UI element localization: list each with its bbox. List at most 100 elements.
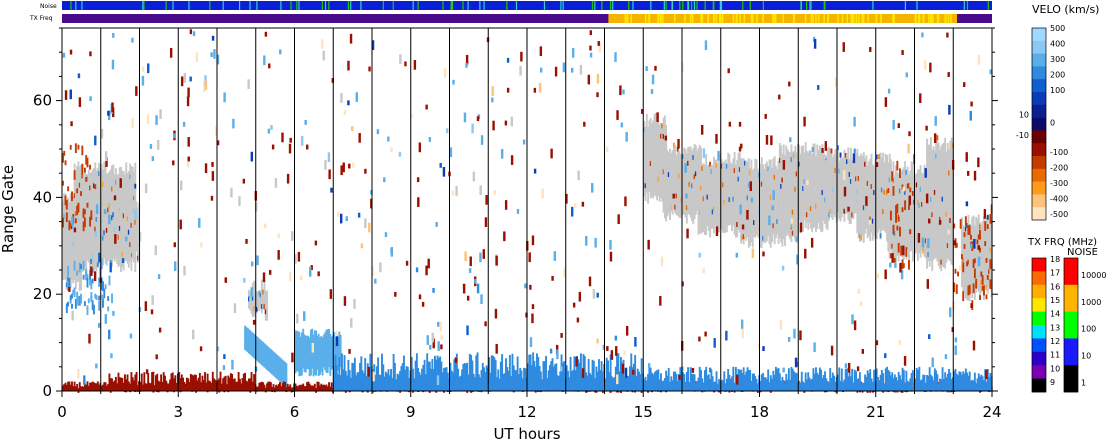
velocity-colorbar-cell	[1032, 92, 1046, 106]
echo-cell	[705, 366, 708, 391]
speckle-echo	[90, 266, 93, 277]
echo-cell	[258, 338, 261, 363]
speckle-echo	[898, 339, 902, 345]
speckle-echo	[368, 66, 371, 72]
echo-cell	[126, 374, 129, 391]
echo-cell	[226, 385, 228, 391]
ground-scatter-cell	[711, 164, 714, 229]
ground-scatter-cell	[755, 159, 758, 236]
echo-cell	[124, 374, 126, 391]
echo-cell	[738, 370, 741, 391]
echo-cell	[480, 370, 483, 391]
ground-scatter-cell	[645, 113, 648, 194]
echo-cell	[760, 374, 763, 391]
echo-cell	[197, 384, 200, 391]
speckle-echo	[632, 369, 635, 375]
speckle-echo	[520, 51, 523, 62]
echo-cell	[80, 264, 82, 270]
echo-cell	[114, 384, 117, 391]
speckle-echo	[93, 271, 97, 281]
echo-cell	[741, 373, 744, 391]
txfreq-strip-tick	[837, 14, 839, 23]
echo-cell	[348, 370, 351, 391]
echo-cell	[80, 191, 82, 197]
speckle-echo	[427, 258, 430, 269]
echo-cell	[569, 356, 572, 391]
echo-cell	[436, 355, 439, 391]
speckle-echo	[598, 42, 602, 53]
echo-cell	[542, 361, 545, 391]
ground-scatter-cell	[714, 159, 717, 226]
ground-scatter-echo	[121, 251, 124, 257]
echo-cell	[884, 368, 887, 391]
ground-scatter-cell	[759, 163, 762, 248]
ground-scatter-cell	[884, 153, 887, 233]
noise-strip-tick	[665, 1, 667, 10]
echo-cell	[747, 369, 750, 391]
echo-cell	[395, 379, 398, 391]
ground-scatter-echo	[657, 176, 660, 182]
ground-scatter-cell	[889, 163, 892, 250]
ground-scatter-echo	[259, 292, 262, 298]
ground-scatter-echo	[678, 173, 681, 179]
speckle-echo	[231, 359, 234, 370]
echo-cell	[80, 386, 82, 392]
echo-cell	[962, 262, 965, 273]
speckle-echo	[782, 159, 786, 170]
ground-scatter-cell	[104, 203, 107, 250]
ground-scatter-cell	[111, 202, 113, 254]
echo-cell	[937, 383, 940, 391]
speckle-echo	[615, 346, 618, 356]
txfreq-strip-tick	[880, 14, 882, 23]
speckle-echo	[288, 143, 292, 154]
ground-scatter-echo	[917, 199, 919, 205]
echo-cell	[723, 371, 726, 391]
echo-cell	[892, 224, 895, 235]
echo-cell	[709, 379, 712, 391]
speckle-echo	[250, 261, 254, 267]
echo-cell	[427, 361, 430, 391]
ground-scatter-cell	[764, 163, 767, 243]
echo-cell	[192, 381, 195, 391]
echo-cell	[343, 355, 346, 391]
speckle-gs	[294, 253, 297, 264]
speckle-echo	[609, 251, 613, 262]
speckle-echo	[330, 187, 333, 193]
echo-cell	[707, 374, 710, 391]
ground-scatter-echo	[858, 233, 861, 239]
echo-cell	[598, 359, 600, 391]
speckle-echo	[187, 156, 190, 162]
speckle-echo	[651, 74, 655, 85]
speckle-echo	[983, 209, 987, 219]
echo-cell	[537, 356, 540, 391]
echo-cell	[384, 371, 387, 391]
txfreq-strip-tick	[930, 14, 932, 23]
ground-scatter-echo	[853, 148, 856, 154]
speckle-echo	[925, 125, 928, 131]
speckle-echo	[857, 289, 861, 294]
noise-strip-tick	[612, 1, 614, 10]
echo-cell	[466, 362, 469, 391]
speckle-echo	[528, 252, 531, 263]
echo-cell	[82, 208, 85, 219]
echo-cell	[950, 379, 953, 391]
echo-cell	[63, 384, 66, 391]
ground-scatter-cell	[81, 163, 84, 273]
speckle-gs	[399, 54, 402, 65]
ground-scatter-cell	[129, 163, 132, 261]
echo-cell	[861, 382, 864, 391]
echo-cell	[381, 353, 383, 391]
echo-cell	[576, 355, 578, 391]
ground-scatter-cell	[893, 175, 896, 263]
speckle-gs	[233, 303, 237, 313]
echo-cell	[666, 375, 669, 391]
speckle-echo	[267, 128, 271, 134]
speckle-gs	[192, 329, 195, 340]
ground-scatter-cell	[134, 201, 137, 251]
echo-cell	[297, 331, 299, 372]
velocity-colorbar-label: 0	[1050, 118, 1055, 127]
speckle-echo	[908, 131, 911, 137]
speckle-echo	[929, 62, 932, 73]
ground-scatter-cell	[860, 153, 863, 242]
ground-scatter-echo	[791, 230, 794, 236]
